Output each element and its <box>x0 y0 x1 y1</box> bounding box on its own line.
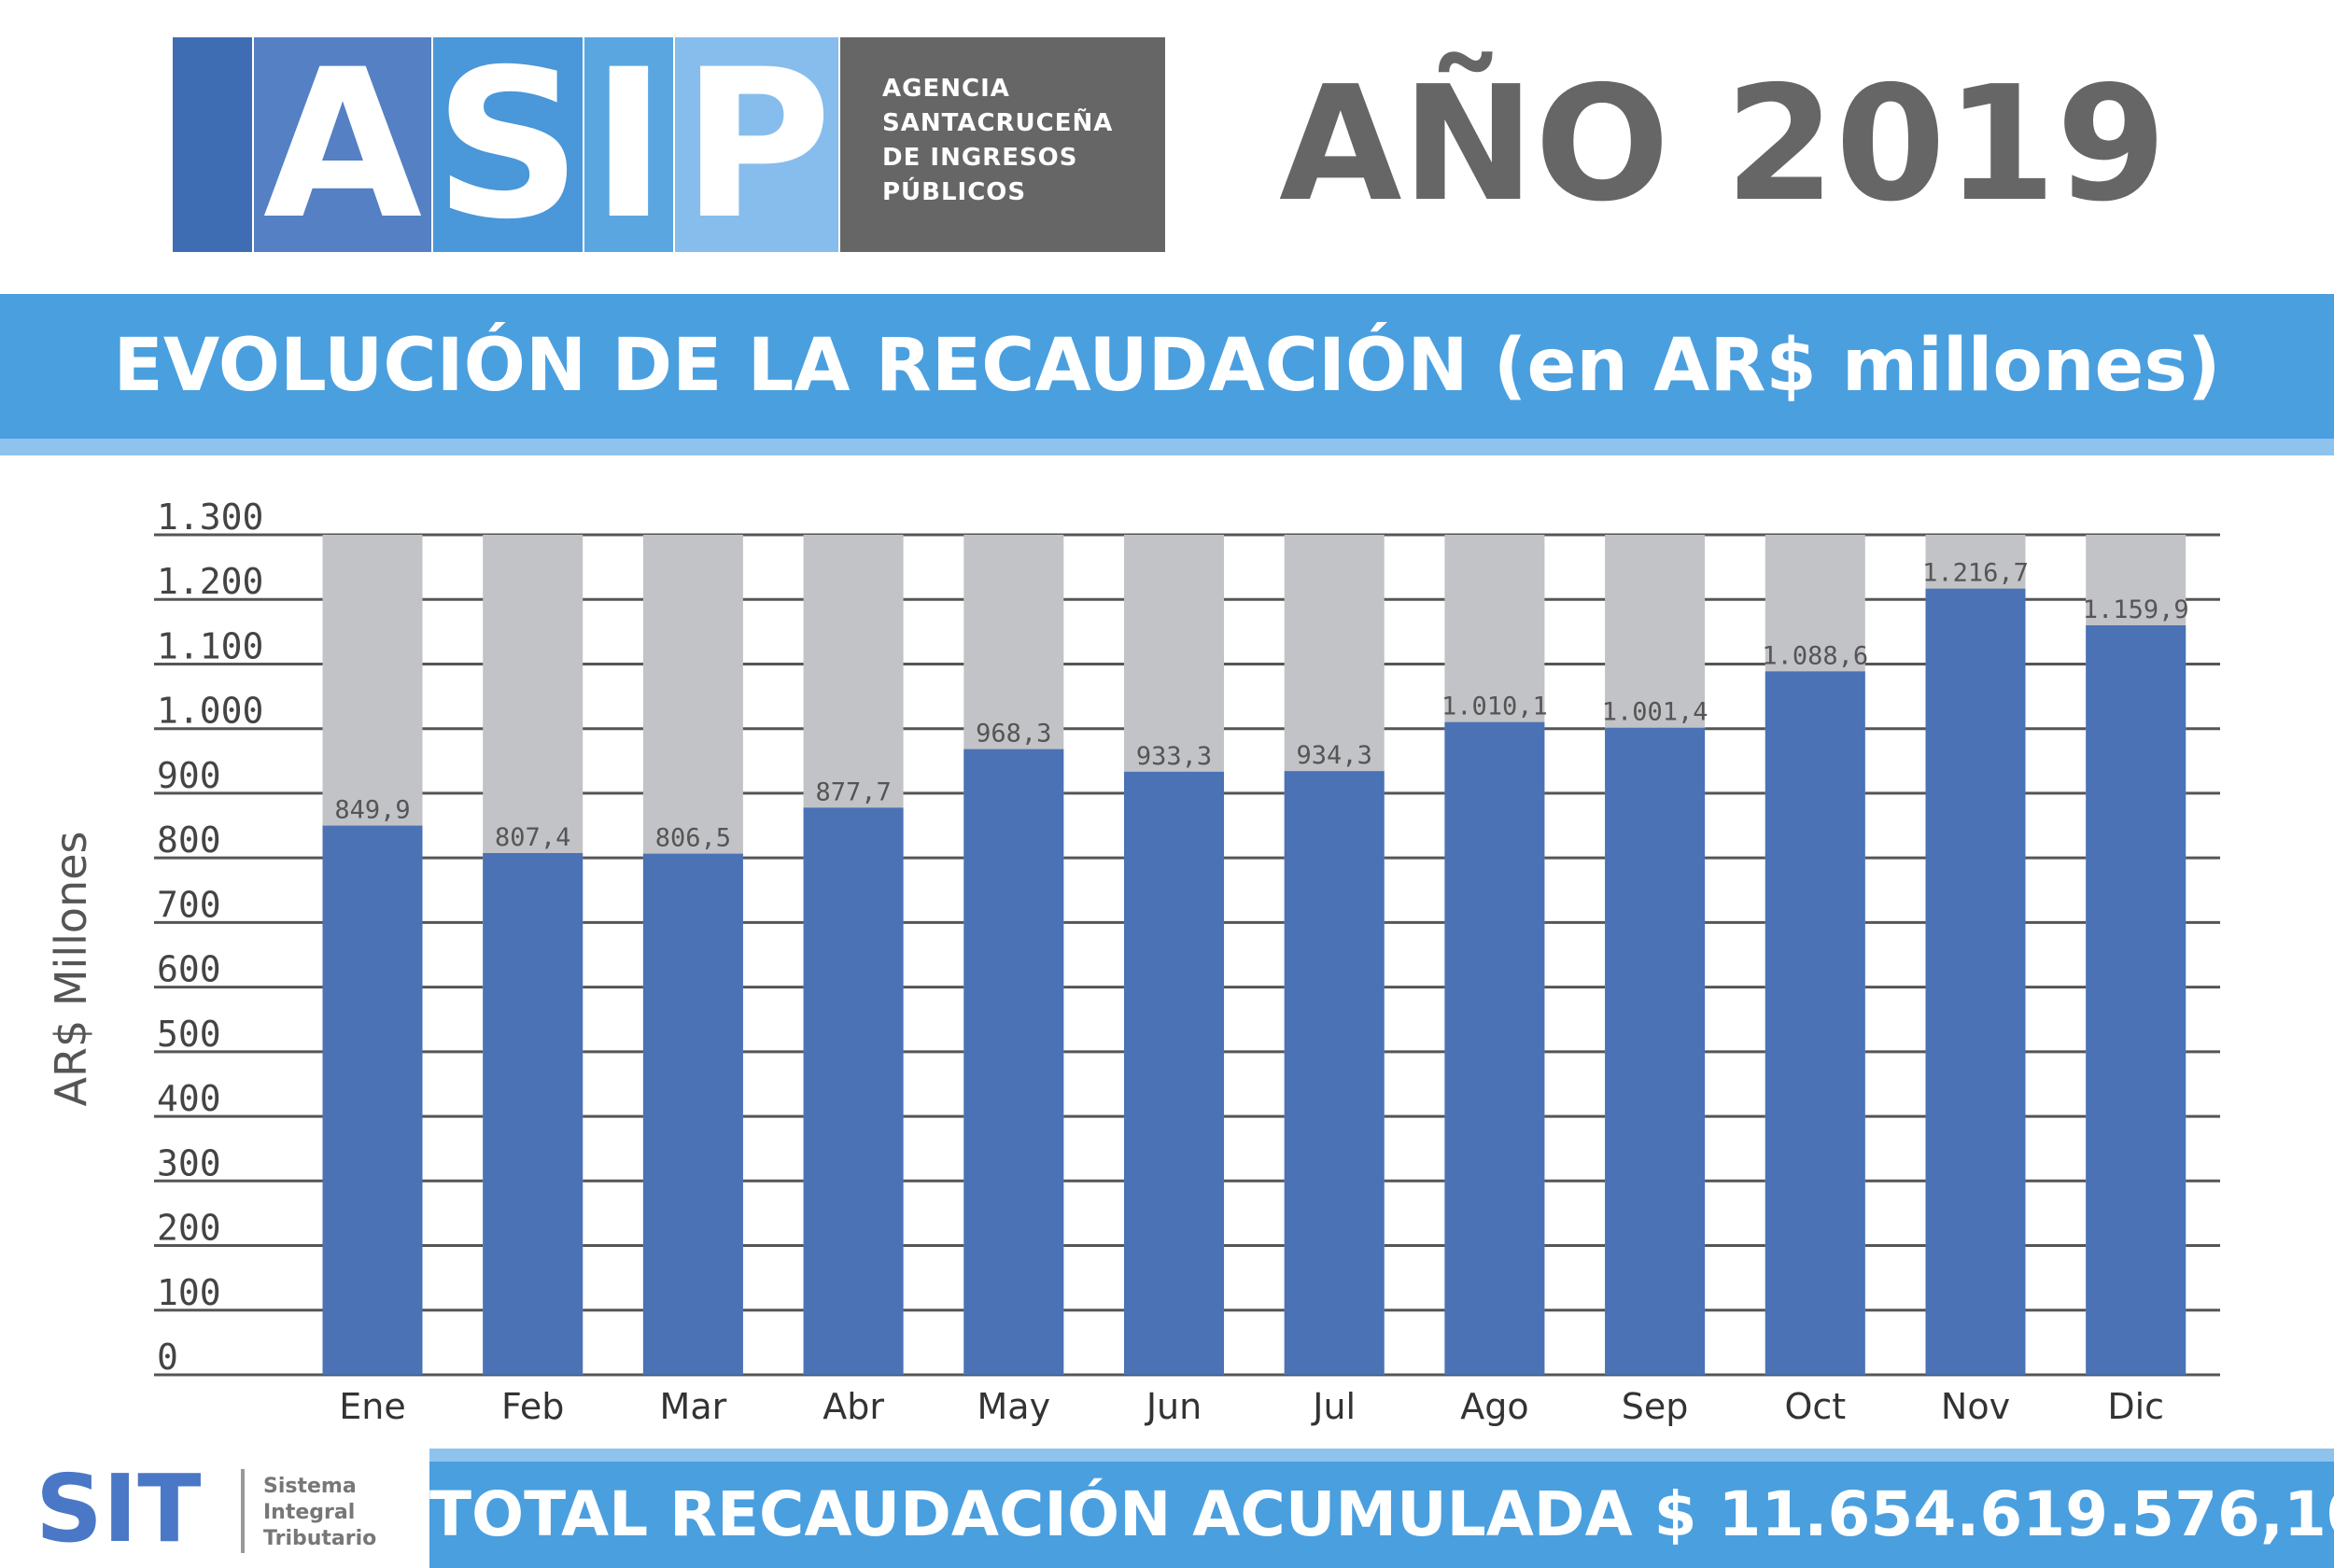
y-tick-label: 0 <box>157 1337 178 1378</box>
bar <box>322 825 423 1375</box>
logo-letter-i: I <box>590 25 668 264</box>
sit-divider <box>241 1469 245 1553</box>
x-tick-label: Ago <box>1460 1386 1528 1427</box>
chart-title: EVOLUCIÓN DE LA RECAUDACIÓN (en AR$ mill… <box>113 324 2221 408</box>
y-tick-label: 700 <box>157 884 221 925</box>
title-banner <box>0 294 2334 439</box>
y-tick-label: 800 <box>157 819 221 861</box>
agency-line-1: AGENCIA <box>882 75 1010 103</box>
y-tick-label: 500 <box>157 1014 221 1055</box>
logo-block-p <box>675 37 838 252</box>
x-tick-label: Sep <box>1622 1386 1689 1427</box>
data-labels: 849,9 807,4 806,5 877,7 968,3 933,3 934,3 1.010… <box>334 559 2188 853</box>
logo-block-a2 <box>254 37 431 252</box>
bar <box>963 749 1064 1375</box>
logo-letter-a: A <box>262 25 423 264</box>
year-title: AÑO 2019 <box>1279 52 2167 237</box>
y-tick-label: 1.100 <box>157 625 263 666</box>
bar <box>642 853 743 1375</box>
y-tick-label: 100 <box>157 1272 221 1313</box>
data-label: 1.001,4 <box>1602 698 1708 727</box>
logo-block-a <box>173 37 252 252</box>
data-label: 877,7 <box>815 777 891 806</box>
revenue-bar-chart: AR$ Millones 0 100 200 300 400 500 600 700 800 90… <box>46 497 2220 1427</box>
x-tick-label: Mar <box>660 1386 727 1427</box>
y-tick-labels: 0 100 200 300 400 500 600 700 800 900 1.000 1.100 1.… <box>157 497 263 1378</box>
bar <box>1925 588 2026 1375</box>
data-label: 806,5 <box>655 824 731 853</box>
logo-letter-p: P <box>681 25 833 264</box>
x-tick-label: Dic <box>2107 1386 2164 1427</box>
data-label: 933,3 <box>1136 742 1212 771</box>
agency-line-4: PÚBLICOS <box>882 178 1027 206</box>
logo-letter-s: S <box>433 25 583 264</box>
bar <box>2086 624 2186 1375</box>
data-label: 849,9 <box>334 796 410 825</box>
data-label: 1.159,9 <box>2083 595 2189 624</box>
data-label: 1.010,1 <box>1441 693 1548 721</box>
agency-line-3: DE INGRESOS <box>882 144 1078 172</box>
x-tick-labels: Ene Feb Mar Abr May Jun Jul Ago Sep Oct Nov Dic <box>339 1386 2164 1427</box>
bar <box>483 853 584 1375</box>
agency-line-2: SANTACRUCEÑA <box>882 109 1114 137</box>
data-label: 1.088,6 <box>1762 641 1868 670</box>
bar <box>1765 671 1865 1375</box>
sit-line-3: Tributario <box>263 1527 377 1550</box>
x-tick-label: Feb <box>501 1386 564 1427</box>
y-axis-label: AR$ Millones <box>46 832 96 1107</box>
sit-line-2: Integral <box>263 1501 356 1524</box>
agency-name-box: AGENCIA SANTACRUCEÑA DE INGRESOS PÚBLICO… <box>840 37 1165 252</box>
total-banner-top <box>429 1449 2334 1462</box>
bar <box>1444 721 1545 1375</box>
x-tick-label: Jul <box>1311 1386 1356 1427</box>
bar-backgrounds <box>322 535 2186 1375</box>
logo-block-i <box>584 37 673 252</box>
y-tick-label: 200 <box>157 1208 221 1249</box>
x-tick-label: Jun <box>1145 1386 1202 1427</box>
y-tick-label: 400 <box>157 1078 221 1119</box>
sit-line-1: Sistema <box>263 1475 357 1498</box>
y-tick-label: 1.300 <box>157 497 263 538</box>
y-tick-label: 600 <box>157 949 221 990</box>
bar <box>803 807 904 1375</box>
total-collected: TOTAL RECAUDACIÓN ACUMULADA $ 11.654.619… <box>429 1478 2334 1550</box>
bars <box>322 588 2186 1375</box>
bar <box>1605 727 1706 1375</box>
x-tick-label: May <box>977 1386 1051 1427</box>
data-label: 1.216,7 <box>1922 559 2029 588</box>
bar <box>1284 771 1385 1375</box>
y-tick-label: 1.200 <box>157 561 263 602</box>
sit-logo: SIT <box>35 1454 202 1563</box>
data-label: 968,3 <box>976 720 1051 749</box>
y-tick-label: 1.000 <box>157 691 263 732</box>
title-banner-underline <box>0 439 2334 455</box>
x-tick-label: Ene <box>339 1386 405 1427</box>
y-tick-label: 300 <box>157 1142 221 1183</box>
logo-block-s <box>433 37 583 252</box>
data-label: 807,4 <box>495 823 570 852</box>
x-tick-label: Nov <box>1941 1386 2010 1427</box>
y-tick-label: 900 <box>157 755 221 796</box>
x-tick-label: Abr <box>823 1386 884 1427</box>
bar <box>1124 771 1224 1375</box>
total-banner <box>429 1449 2334 1568</box>
data-label: 934,3 <box>1297 741 1372 770</box>
x-tick-label: Oct <box>1784 1386 1846 1427</box>
